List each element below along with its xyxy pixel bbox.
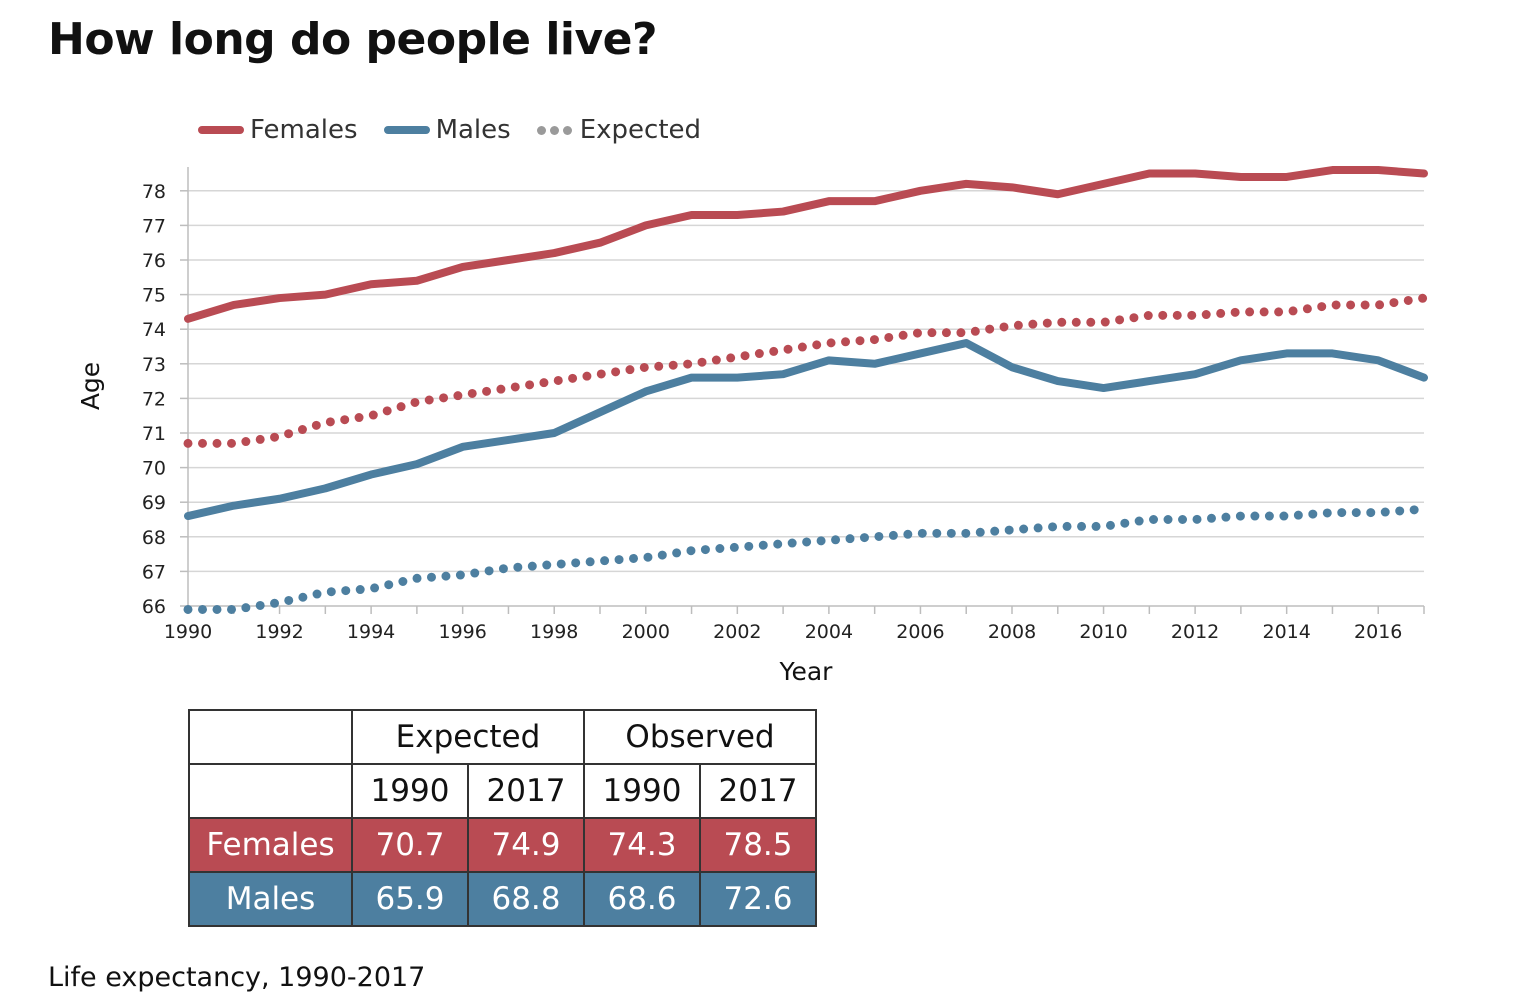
x-tick-label: 1998	[530, 621, 578, 643]
y-tick-label: 75	[142, 285, 166, 307]
y-tick-label: 68	[142, 527, 166, 549]
x-tick-label: 2012	[1171, 621, 1219, 643]
y-tick-label: 67	[142, 561, 166, 583]
table-row-label: Females	[188, 817, 353, 873]
table-year-corner	[188, 763, 353, 819]
x-tick-label: 1992	[255, 621, 303, 643]
x-tick-label: 1996	[438, 621, 486, 643]
x-tick-label: 1990	[164, 621, 212, 643]
table-year-header-row: 1990 2017 1990 2017	[188, 763, 817, 819]
y-tick-label: 71	[142, 423, 166, 445]
table-year-header: 1990	[351, 763, 469, 819]
series-line-expected-females	[183, 293, 1429, 448]
summary-table: Expected Observed 1990 2017 1990 2017 Fe…	[188, 709, 817, 927]
x-tick-label: 2004	[805, 621, 853, 643]
chart-title: How long do people live?	[48, 14, 658, 65]
table-cell: 74.3	[583, 817, 701, 873]
y-tick-label: 74	[142, 319, 166, 341]
legend-item-males: Males	[383, 115, 511, 145]
table-cell: 68.8	[467, 871, 585, 927]
table-corner-cell	[188, 709, 353, 765]
y-axis-label: Age	[76, 362, 105, 410]
x-tick-label: 2010	[1079, 621, 1127, 643]
table-year-header: 2017	[467, 763, 585, 819]
table-header-expected: Expected	[351, 709, 585, 765]
table-cell: 65.9	[351, 871, 469, 927]
series-line-females-females	[184, 166, 1428, 323]
legend-label-females: Females	[250, 115, 358, 145]
table-cell: 72.6	[699, 871, 817, 927]
chart-caption: Life expectancy, 1990-2017	[48, 962, 426, 993]
legend-label-males: Males	[435, 115, 511, 145]
y-tick-label: 70	[142, 458, 166, 480]
table-cell: 68.6	[583, 871, 701, 927]
legend-swatch-females	[198, 126, 244, 134]
y-tick-label: 78	[142, 181, 166, 203]
legend-item-females: Females	[198, 115, 358, 145]
y-tick-label: 66	[142, 596, 166, 618]
x-tick-label: 2002	[713, 621, 761, 643]
table-group-header-row: Expected Observed	[188, 709, 817, 765]
x-tick-label: 2006	[896, 621, 944, 643]
table-header-observed: Observed	[583, 709, 817, 765]
series-line-males-males	[184, 339, 1428, 521]
x-tick-label: 1994	[347, 621, 395, 643]
table-year-header: 2017	[699, 763, 817, 819]
legend-swatch-expected	[536, 125, 572, 135]
series-line-expected-males	[183, 504, 1429, 614]
legend: Females Males Expected	[198, 112, 727, 148]
table-row-females: Females 70.7 74.9 74.3 78.5	[188, 817, 817, 873]
table-cell: 78.5	[699, 817, 817, 873]
x-tick-label: 2016	[1354, 621, 1402, 643]
x-tick-label: 2014	[1262, 621, 1310, 643]
table-cell: 74.9	[467, 817, 585, 873]
legend-swatch-males	[383, 126, 430, 134]
table-cell: 70.7	[351, 817, 469, 873]
y-tick-label: 73	[142, 354, 166, 376]
y-tick-label: 72	[142, 388, 166, 410]
x-tick-label: 2000	[622, 621, 670, 643]
y-tick-label: 76	[142, 250, 166, 272]
y-tick-label: 77	[142, 215, 166, 237]
life-expectancy-line-chart: 66 67 68 69 70 71 72 73 74 75 76 77 78 1990 1992 1994 19…	[76, 166, 1429, 686]
table-year-header: 1990	[583, 763, 701, 819]
y-tick-label: 69	[142, 492, 166, 514]
legend-item-expected: Expected	[536, 115, 702, 145]
table-row-males: Males 65.9 68.8 68.6 72.6	[188, 871, 817, 927]
x-axis-label: Year	[779, 657, 834, 686]
table-row-label: Males	[188, 871, 353, 927]
x-tick-label: 2008	[988, 621, 1036, 643]
legend-label-expected: Expected	[579, 115, 702, 145]
